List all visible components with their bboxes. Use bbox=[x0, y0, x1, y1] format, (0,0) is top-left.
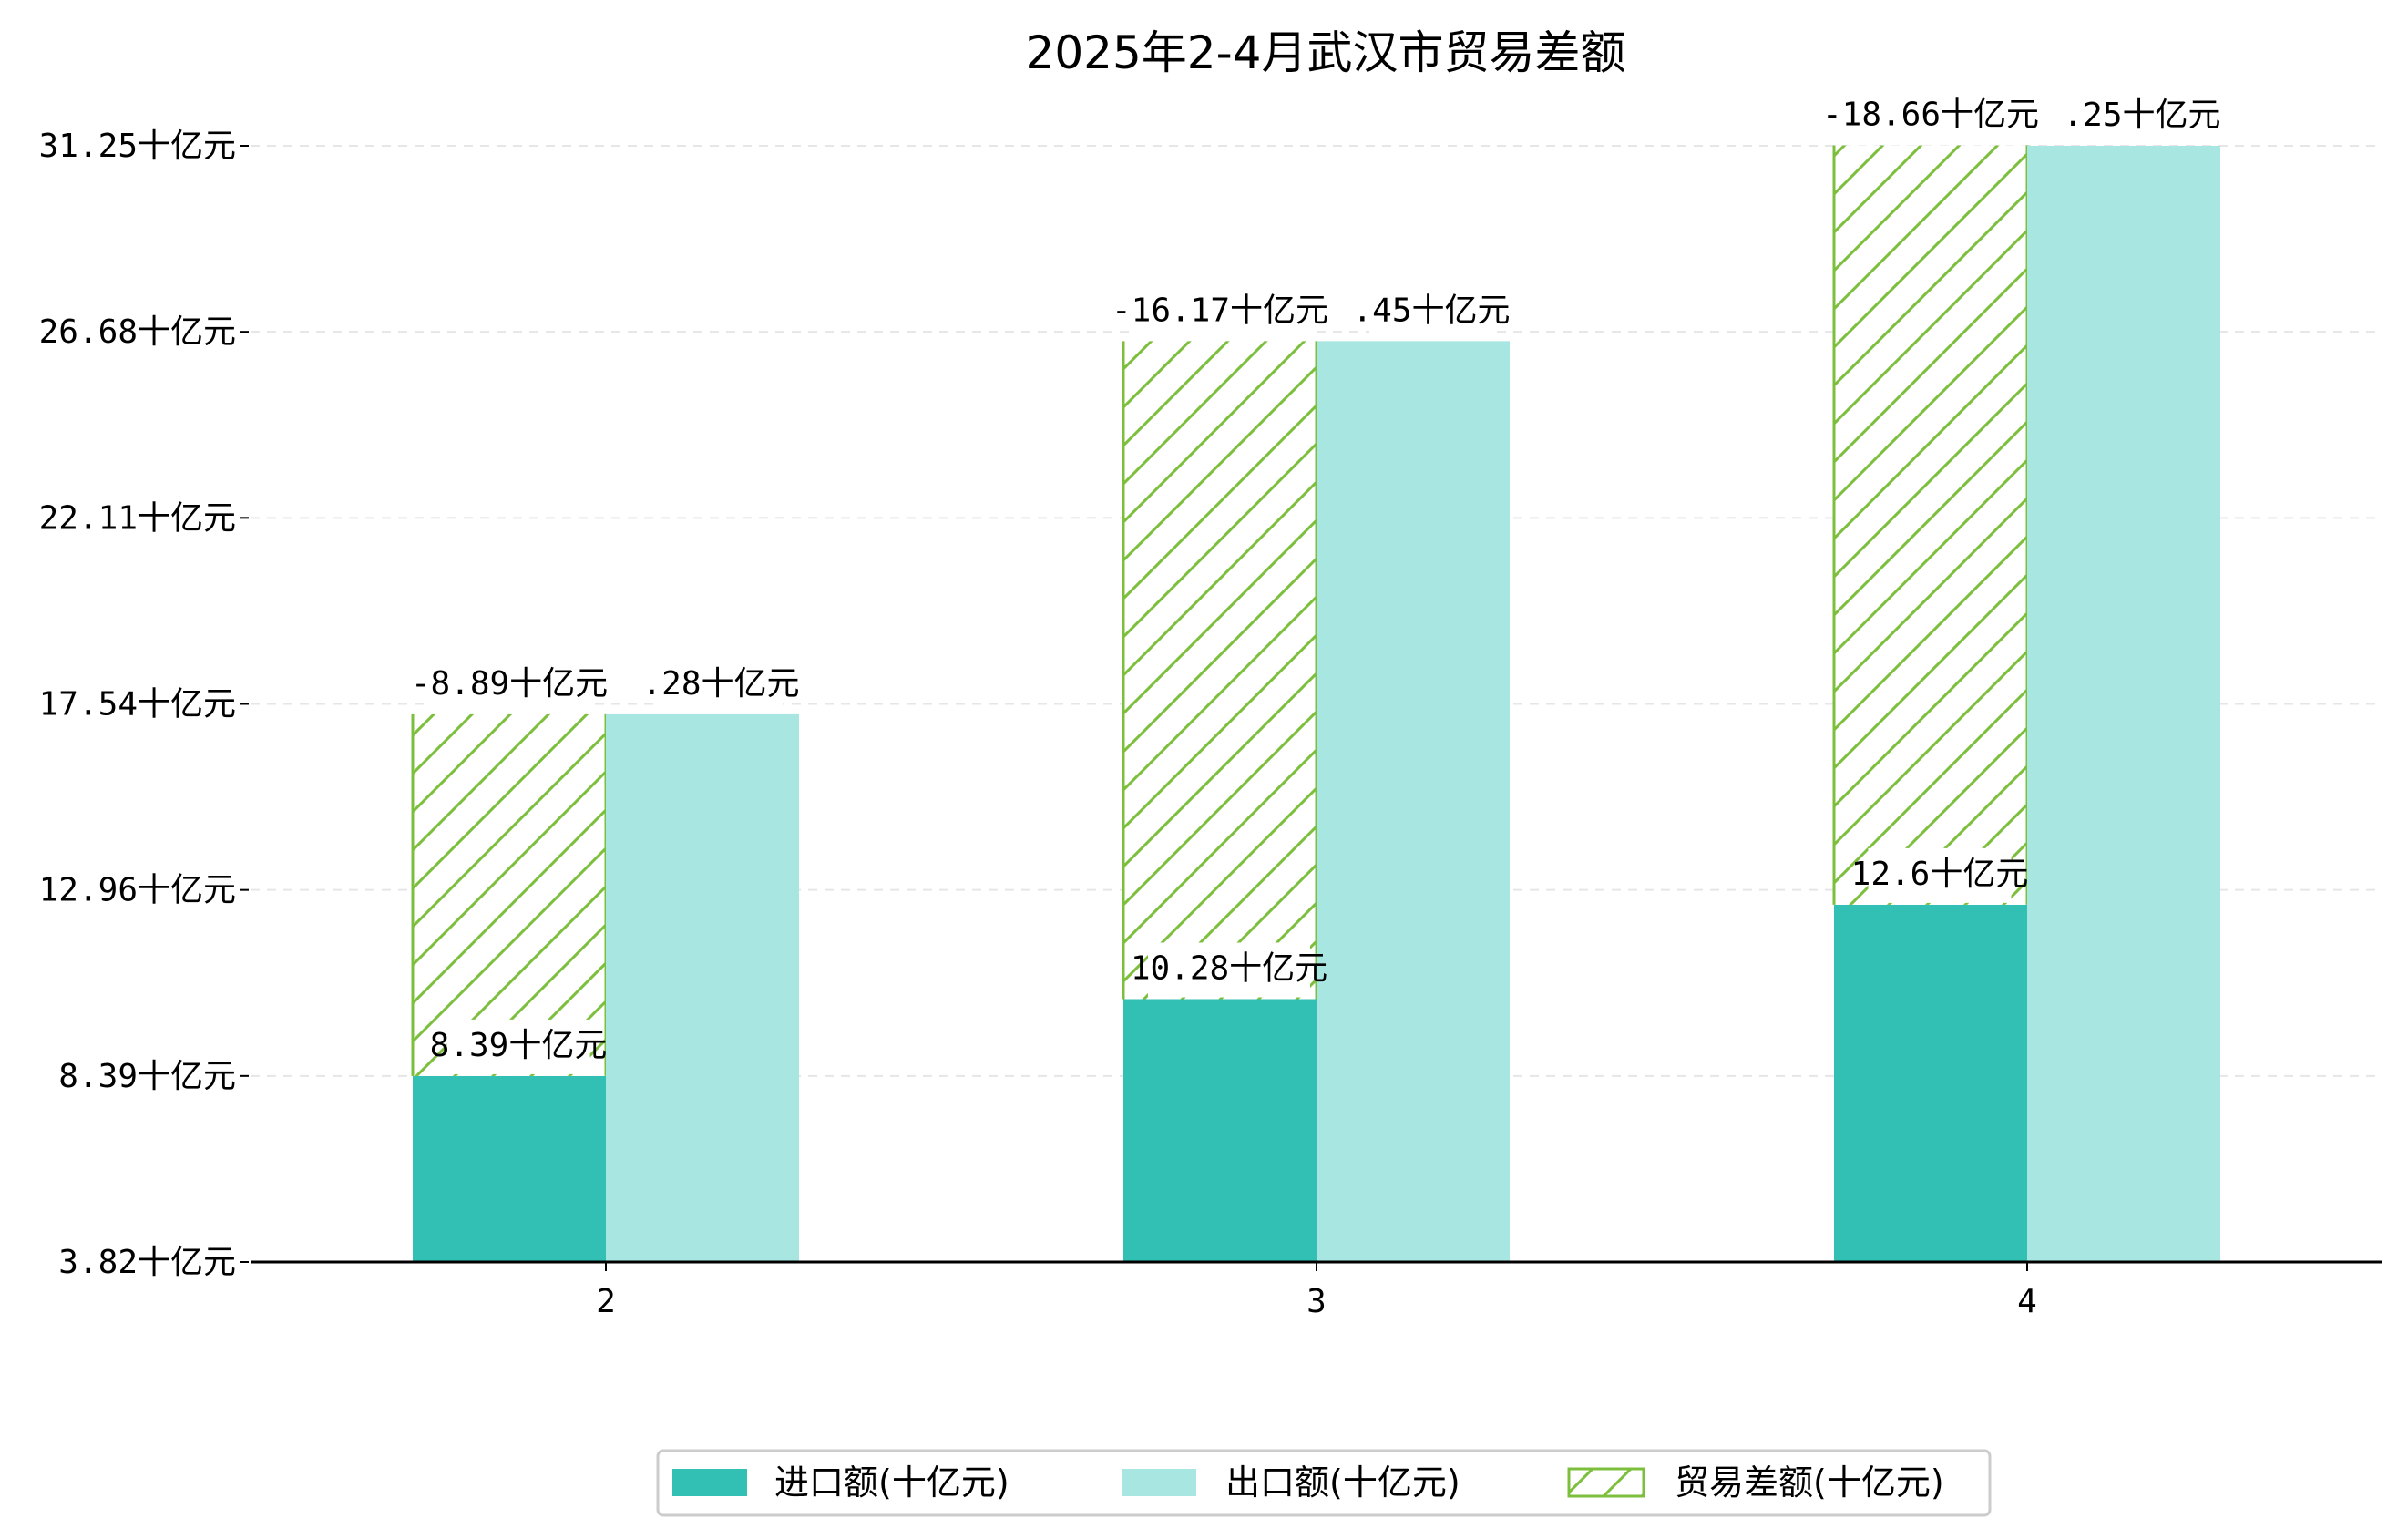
data-label-export: .28十亿元 bbox=[641, 657, 800, 713]
bar-export bbox=[2027, 146, 2220, 1262]
legend-swatch-import bbox=[672, 1469, 747, 1496]
data-label-balance: -16.17十亿元 bbox=[1112, 284, 1328, 340]
legend-label-export: 出口额(十亿元) bbox=[1225, 1462, 1460, 1503]
bar-export bbox=[1317, 341, 1510, 1262]
bar-import bbox=[413, 1075, 606, 1262]
data-label-import-bg bbox=[1148, 942, 1310, 998]
data-label-export: .45十亿元 bbox=[1352, 284, 1511, 340]
x-axis: 2 3 4 bbox=[251, 1260, 2382, 1320]
data-label-balance-bg bbox=[428, 657, 590, 713]
data-label-export-text: .28十亿元 bbox=[641, 665, 799, 703]
data-labels: 8.39十亿元 -8.89十亿元 .28十亿元 10.28十亿元 -16.17十亿元 .4… bbox=[411, 88, 2221, 1074]
bar-trade-balance bbox=[413, 713, 606, 1076]
data-label-import: 12.6十亿元 bbox=[1851, 847, 2029, 903]
data-label-export-text: .25十亿元 bbox=[2063, 97, 2220, 134]
bar-import bbox=[1834, 904, 2027, 1262]
legend-label-import: 进口额(十亿元) bbox=[774, 1462, 1009, 1503]
y-tick-label: 8.39十亿元 bbox=[58, 1058, 236, 1095]
legend: 进口额(十亿元) 出口额(十亿元) 贸易差额(十亿元) bbox=[656, 1449, 1992, 1517]
bar-trade-balance bbox=[1123, 341, 1317, 1000]
data-label-balance-text: -16.17十亿元 bbox=[1112, 292, 1328, 329]
y-tick-label: 3.82十亿元 bbox=[58, 1244, 236, 1281]
bar-trade-balance bbox=[1834, 145, 2027, 905]
chart-title: 2025年2-4月武汉市贸易差额 bbox=[1026, 26, 1626, 79]
data-label-balance: -8.89十亿元 bbox=[411, 657, 608, 713]
y-tick-label: 12.96十亿元 bbox=[39, 872, 236, 909]
data-label-balance-text: -18.66十亿元 bbox=[1822, 97, 2039, 134]
data-label-import-bg bbox=[1868, 847, 2012, 903]
data-label-balance-bg bbox=[1129, 284, 1311, 340]
x-tick-label: 3 bbox=[1306, 1283, 1327, 1320]
data-label-export-bg bbox=[2080, 89, 2204, 144]
bar-import bbox=[1123, 999, 1317, 1262]
data-label-import-text: 10.28十亿元 bbox=[1131, 950, 1327, 988]
data-label-import: 8.39十亿元 bbox=[430, 1019, 608, 1074]
legend-swatch-balance bbox=[1567, 1467, 1645, 1498]
y-tick-label: 17.54十亿元 bbox=[39, 686, 236, 723]
x-tick-label: 4 bbox=[2017, 1283, 2037, 1320]
y-axis: 3.82十亿元 8.39十亿元 12.96十亿元 17.54十亿元 22.11十亿元 26… bbox=[39, 128, 249, 1281]
data-label-import-text: 12.6十亿元 bbox=[1851, 856, 2029, 893]
legend-box bbox=[656, 1449, 1992, 1517]
data-label-export-bg bbox=[659, 657, 783, 713]
data-label-balance: -18.66十亿元 bbox=[1822, 88, 2039, 144]
y-tick-label: 31.25十亿元 bbox=[39, 128, 236, 165]
data-label-import: 10.28十亿元 bbox=[1131, 942, 1327, 998]
data-label-export: .25十亿元 bbox=[2063, 89, 2221, 144]
data-label-import-text: 8.39十亿元 bbox=[430, 1027, 608, 1064]
bar-export bbox=[606, 713, 799, 1262]
data-label-balance-text: -8.89十亿元 bbox=[411, 665, 608, 703]
legend-swatch-export bbox=[1122, 1469, 1196, 1496]
data-label-import-bg bbox=[446, 1019, 590, 1074]
y-tick-label: 26.68十亿元 bbox=[39, 313, 236, 351]
data-label-export-text: .45十亿元 bbox=[1352, 292, 1510, 329]
x-tick-label: 2 bbox=[596, 1283, 616, 1320]
bars bbox=[411, 145, 2220, 1262]
y-tick-label: 22.11十亿元 bbox=[39, 499, 236, 537]
data-label-balance-bg bbox=[1839, 88, 2022, 144]
data-label-export-bg bbox=[1369, 284, 1493, 340]
legend-label-balance: 贸易差额(十亿元) bbox=[1675, 1462, 1944, 1503]
